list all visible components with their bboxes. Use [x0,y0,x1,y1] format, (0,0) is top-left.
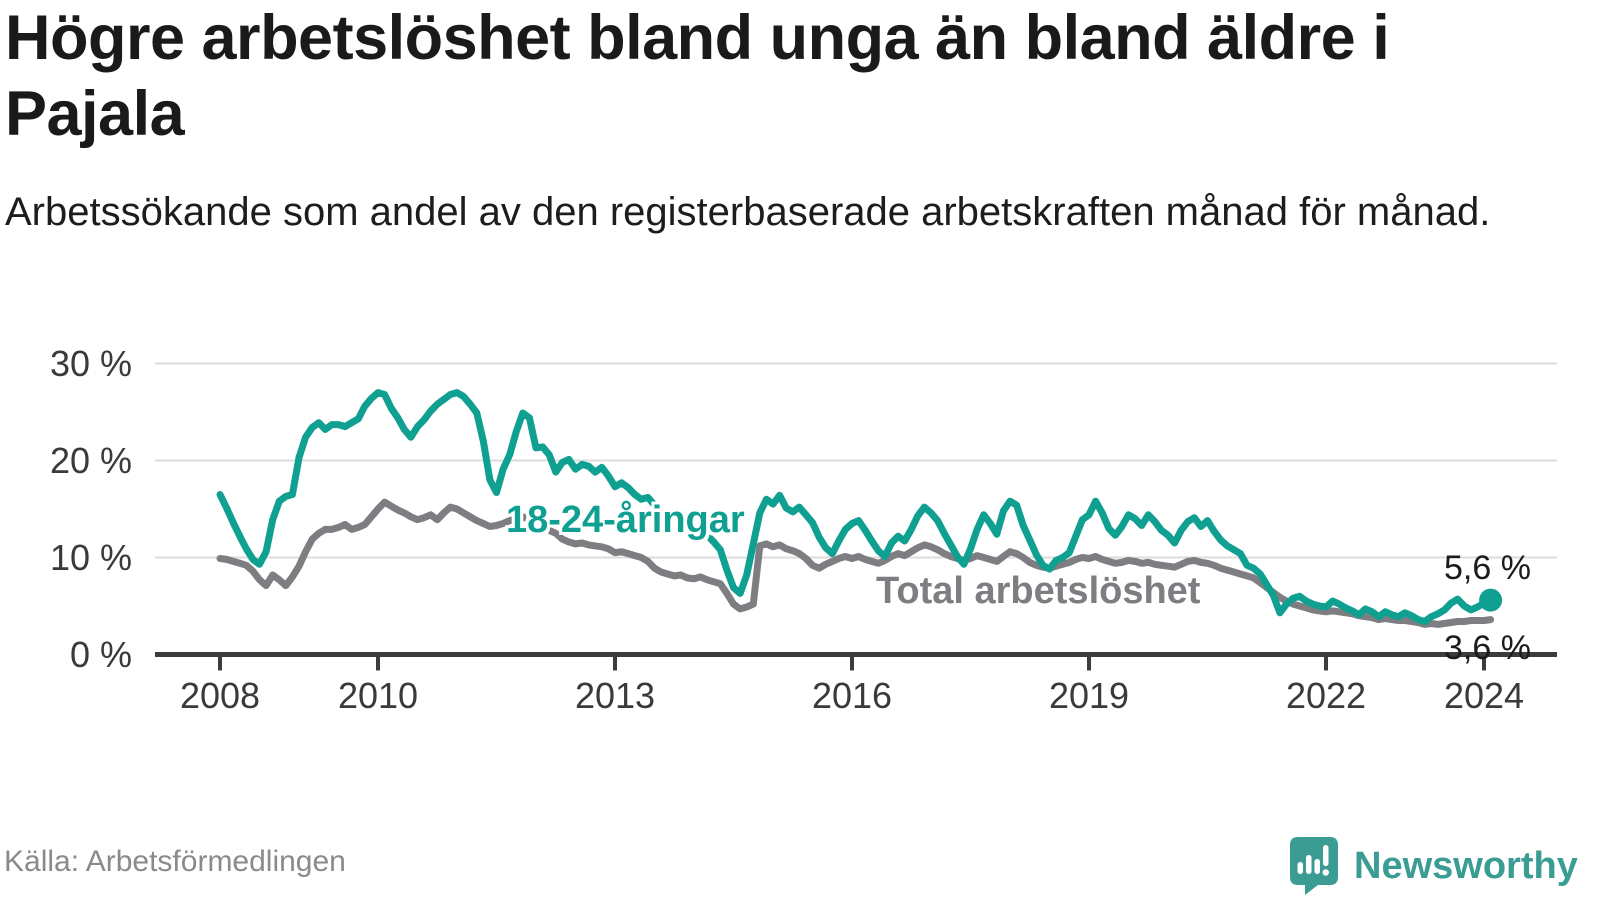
y-axis-tick-label: 0 % [69,633,132,675]
y-axis-tick-label: 10 % [49,536,132,578]
x-axis-tick-label: 2010 [337,675,419,716]
end-value-label-youth: 5,6 % [1444,549,1531,587]
source-note: Källa: Arbetsförmedlingen [4,845,346,878]
series-line-total [216,498,1495,628]
newsworthy-bubble-chart-icon [1290,837,1338,895]
series-label-youth: 18-24-åringar [506,499,745,541]
x-axis-tick-label: 2024 [1443,675,1525,716]
y-axis-tick-label: 20 % [49,439,132,481]
newsworthy-logo: Newsworthy [1288,836,1578,896]
series-label-total: Total arbetslöshet [876,570,1201,612]
x-axis-tick-label: 2013 [574,675,656,716]
end-value-label-total: 3,6 % [1444,629,1531,667]
y-axis-tick-label: 30 % [49,342,132,384]
end-dot [1479,588,1503,612]
x-axis-tick-label: 2008 [179,675,261,716]
series-line-youth [216,389,1495,625]
newsworthy-wordmark: Newsworthy [1354,844,1578,887]
x-axis-tick-label: 2016 [811,675,893,716]
x-axis-tick-label: 2022 [1285,675,1367,716]
page-subtitle: Arbetssökande som andel av den registerb… [5,190,1491,234]
page-title: Högre arbetslöshet bland unga än bland ä… [5,3,1390,149]
x-axis-tick-label: 2019 [1048,675,1130,716]
